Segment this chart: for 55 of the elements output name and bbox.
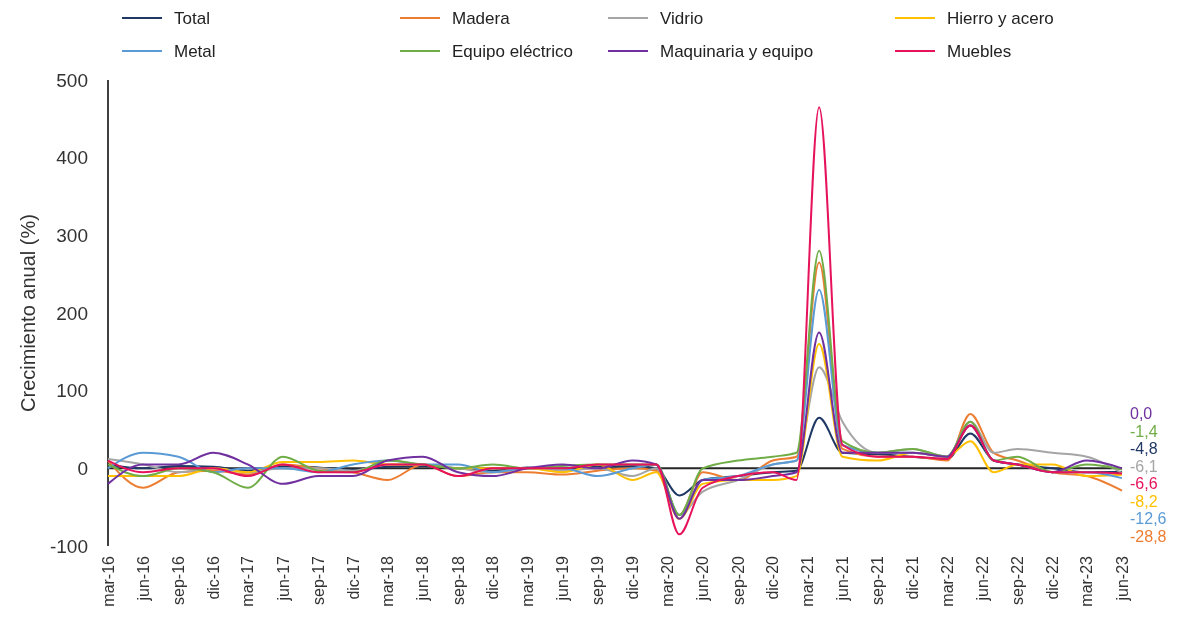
data-label: -4,8 — [1130, 440, 1158, 458]
x-tick-label: jun-20 — [694, 555, 712, 602]
data-label: -6,1 — [1130, 457, 1158, 475]
x-tick-label: mar-17 — [239, 555, 257, 607]
x-tick-label: mar-21 — [798, 555, 816, 607]
legend-label: Maquinaria y equipo — [660, 41, 814, 61]
line-series — [107, 106, 1123, 536]
x-tick-label: mar-23 — [1078, 555, 1096, 607]
legend-label: Hierro y acero — [947, 8, 1054, 28]
x-tick-label: sep-16 — [170, 555, 188, 605]
x-tick-label: jun-18 — [414, 555, 432, 602]
x-tick-label: jun-22 — [973, 555, 991, 602]
x-tick-label: dic-22 — [1043, 555, 1061, 600]
legend-label: Equipo eléctrico — [452, 41, 573, 61]
x-tick-label: mar-19 — [518, 555, 536, 607]
x-tick-label: dic-16 — [204, 555, 222, 600]
y-tick-label: 100 — [56, 380, 88, 402]
x-tick-label: sep-18 — [449, 555, 467, 605]
x-tick-label: jun-17 — [274, 555, 292, 602]
y-tick-label: 400 — [56, 147, 88, 169]
y-axis-title: Crecimiento anual (%) — [17, 214, 39, 412]
x-tick-label: mar-18 — [379, 555, 397, 607]
x-tick-label: mar-16 — [99, 555, 117, 607]
x-tick-label: sep-22 — [1009, 555, 1027, 605]
x-tick-label: mar-22 — [938, 555, 956, 607]
data-label: -6,6 — [1130, 475, 1158, 493]
x-tick-label: sep-19 — [589, 555, 607, 605]
legend-label: Muebles — [947, 41, 1012, 61]
x-tick-label: jun-21 — [834, 555, 852, 602]
y-tick-label: 500 — [56, 69, 88, 91]
y-tick-label: 200 — [56, 302, 88, 324]
legend-label: Metal — [174, 41, 216, 61]
x-tick-label: sep-20 — [729, 555, 747, 605]
x-tick-label: dic-19 — [624, 555, 642, 600]
legend-label: Madera — [452, 8, 511, 28]
x-tick-label: mar-20 — [659, 555, 677, 607]
data-label: -28,8 — [1130, 527, 1167, 545]
legend-label: Total — [174, 8, 210, 28]
data-label: -8,2 — [1130, 492, 1158, 510]
y-tick-label: 0 — [77, 457, 88, 479]
x-tick-label: sep-17 — [309, 555, 327, 605]
x-tick-label: jun-19 — [554, 555, 572, 602]
x-tick-label: sep-21 — [869, 555, 887, 605]
x-tick-label: jun-23 — [1113, 555, 1131, 602]
legend-label: Vidrio — [660, 8, 704, 28]
x-tick-label: dic-18 — [484, 555, 502, 600]
data-label: -12,6 — [1130, 510, 1167, 528]
x-tick-label: dic-20 — [764, 555, 782, 600]
y-tick-label: -100 — [49, 535, 88, 557]
x-tick-label: dic-17 — [344, 555, 362, 600]
x-tick-label: jun-16 — [134, 555, 152, 602]
data-label: 0,0 — [1130, 405, 1153, 423]
y-tick-label: 300 — [56, 224, 88, 246]
x-tick-label: dic-21 — [904, 555, 922, 600]
data-label: -1,4 — [1130, 422, 1158, 440]
